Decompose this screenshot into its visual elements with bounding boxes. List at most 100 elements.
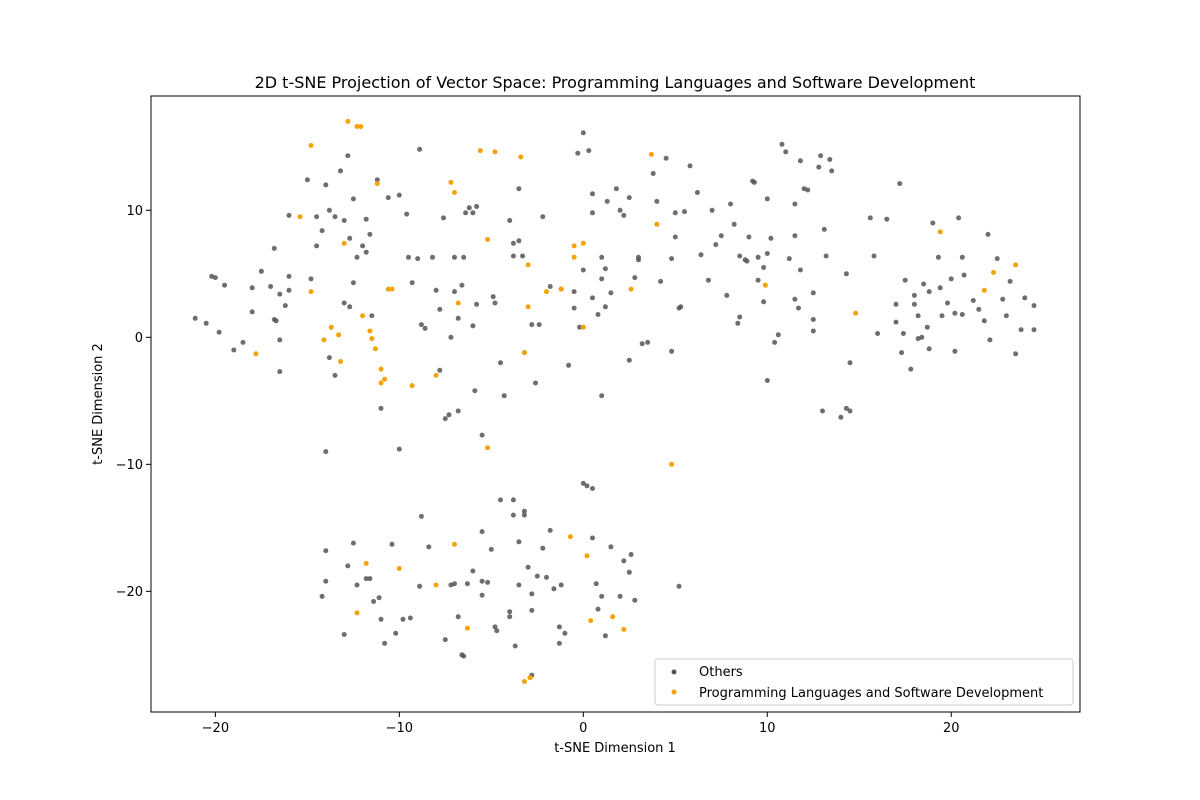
point-others <box>632 597 638 603</box>
point-programming <box>328 324 334 330</box>
point-programming <box>937 229 943 235</box>
point-programming <box>485 237 491 242</box>
point-programming <box>544 289 549 295</box>
y-tick-label: 0 <box>135 331 143 346</box>
point-others <box>258 268 264 274</box>
y-axis-label: t-SNE Dimension 2 <box>91 343 106 465</box>
point-others <box>768 235 774 241</box>
point-others <box>216 329 222 335</box>
point-programming <box>321 337 327 343</box>
point-programming <box>448 179 454 185</box>
point-others <box>510 497 516 503</box>
point-others <box>470 210 476 216</box>
point-others <box>516 186 522 192</box>
point-others <box>446 412 452 418</box>
point-others <box>571 305 577 311</box>
point-others <box>908 366 914 372</box>
point-others <box>277 291 283 297</box>
point-others <box>516 582 522 588</box>
point-others <box>687 163 693 169</box>
point-others <box>956 215 962 221</box>
point-others <box>952 348 958 354</box>
point-others <box>1013 351 1019 357</box>
legend-marker-programming <box>671 689 677 695</box>
point-others <box>277 337 283 343</box>
point-others <box>676 583 682 589</box>
point-others <box>959 312 965 317</box>
point-programming <box>558 286 564 292</box>
point-others <box>698 252 704 258</box>
point-others <box>884 216 890 222</box>
point-others <box>617 593 623 599</box>
point-others <box>461 254 467 260</box>
point-programming <box>991 270 996 275</box>
point-others <box>286 273 292 279</box>
point-others <box>533 380 538 386</box>
point-programming <box>409 383 415 389</box>
point-others <box>945 300 950 306</box>
point-others <box>231 347 237 353</box>
point-others <box>678 304 684 310</box>
point-others <box>268 284 274 289</box>
point-others <box>797 158 803 164</box>
point-others <box>875 331 881 336</box>
point-others <box>323 578 329 584</box>
point-programming <box>308 143 314 148</box>
point-others <box>566 362 572 368</box>
point-others <box>911 301 917 307</box>
point-others <box>937 285 943 291</box>
point-programming <box>452 541 457 547</box>
point-others <box>350 540 356 546</box>
point-others <box>838 414 844 420</box>
point-others <box>345 563 351 569</box>
point-programming <box>525 262 531 268</box>
x-tick-label: 10 <box>759 721 776 736</box>
point-others <box>396 192 402 198</box>
point-others <box>590 486 595 491</box>
point-others <box>1007 278 1013 284</box>
point-others <box>1000 296 1006 302</box>
point-others <box>1031 327 1037 333</box>
point-others <box>602 304 608 310</box>
point-others <box>466 205 472 211</box>
point-others <box>547 284 553 289</box>
point-others <box>277 369 283 375</box>
point-others <box>654 198 660 204</box>
point-others <box>498 360 503 366</box>
point-others <box>626 195 632 201</box>
point-programming <box>580 240 586 246</box>
point-others <box>510 253 516 259</box>
point-programming <box>358 124 364 129</box>
point-programming <box>571 243 577 249</box>
point-programming <box>492 149 498 155</box>
point-others <box>354 582 360 588</box>
point-others <box>507 218 513 223</box>
chart-title: 2D t-SNE Projection of Vector Space: Pro… <box>255 73 976 92</box>
point-others <box>286 287 292 293</box>
point-programming <box>360 313 366 319</box>
point-others <box>463 210 469 216</box>
point-others <box>580 130 586 136</box>
point-programming <box>485 445 491 451</box>
point-others <box>911 292 917 298</box>
point-others <box>843 271 849 277</box>
point-others <box>286 212 292 218</box>
point-others <box>805 187 811 193</box>
point-others <box>417 146 423 152</box>
point-others <box>608 544 614 550</box>
point-others <box>961 272 967 278</box>
point-others <box>669 256 675 262</box>
point-others <box>580 267 586 273</box>
point-others <box>705 277 711 283</box>
point-programming <box>580 324 586 330</box>
point-programming <box>567 534 573 540</box>
point-others <box>393 630 399 636</box>
point-others <box>621 558 627 564</box>
point-others <box>981 318 987 324</box>
point-others <box>577 324 583 330</box>
point-others <box>939 313 945 319</box>
point-others <box>737 253 743 259</box>
point-others <box>378 405 384 411</box>
point-programming <box>648 151 654 157</box>
